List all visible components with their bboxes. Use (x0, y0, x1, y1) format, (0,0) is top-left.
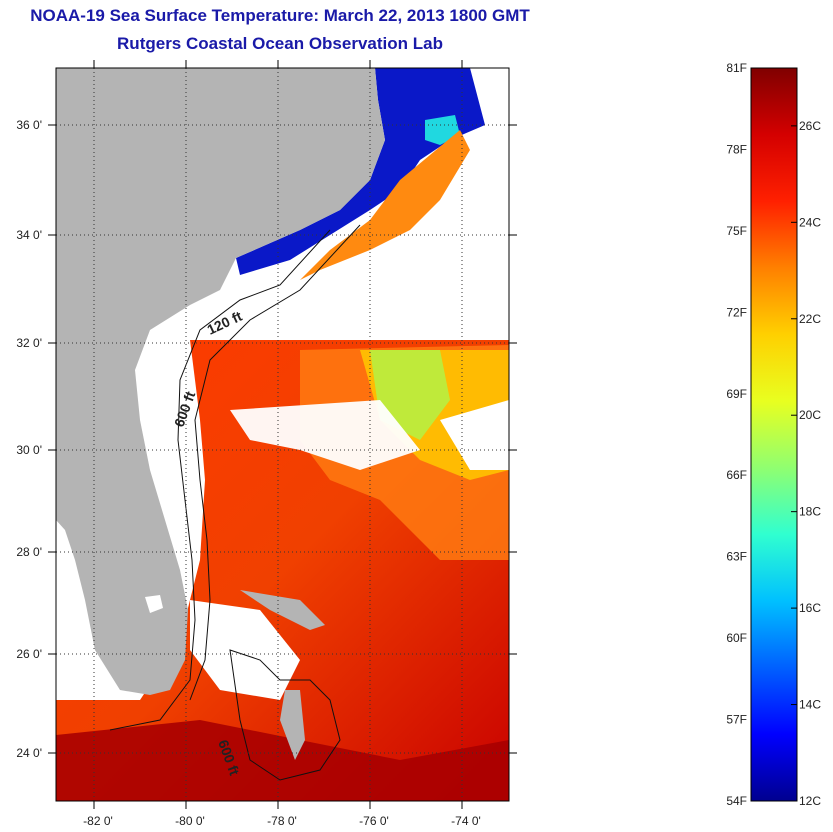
lat-label-26: 26 0' (16, 647, 42, 661)
bahamas-bank-contour (229, 649, 341, 781)
colorbar-f-label: 78F (726, 142, 747, 156)
shelf-warm-band (300, 130, 470, 280)
lon-label-76: -76 0' (359, 814, 389, 828)
colorbar-f-label: 81F (726, 61, 747, 75)
cloud-patch-shelf (230, 400, 420, 470)
depth-contour-120ft (109, 229, 331, 731)
axis-ticks (48, 60, 517, 809)
lon-label-82: -82 0' (83, 814, 113, 828)
colorbar-f-label: 54F (726, 794, 747, 808)
cloud-patch-south (190, 600, 300, 700)
colorbar-c-label: 16C (799, 601, 821, 615)
lat-label-24: 24 0' (16, 746, 42, 760)
lat-label-36: 36 0' (16, 118, 42, 132)
lat-label-34: 34 0' (16, 228, 42, 242)
land-mass (56, 68, 385, 695)
lat-label-32: 32 0' (16, 336, 42, 350)
colorbar-f-label: 69F (726, 387, 747, 401)
map-frame (55, 67, 510, 802)
temperature-colorbar: 81F 78F 75F 72F 69F 66F 63F 60F 57F 54F 26C 24C 22C… (726, 61, 821, 808)
lon-label-74: -74 0' (451, 814, 481, 828)
lon-label-80: -80 0' (175, 814, 205, 828)
deep-red-water (56, 720, 509, 801)
lat-label-30: 30 0' (16, 443, 42, 457)
colorbar-f-label: 72F (726, 305, 747, 319)
depth-contour-600ft (189, 224, 361, 701)
colorbar-c-label: 12C (799, 794, 821, 808)
cloud-patch-east (440, 400, 509, 470)
colorbar-f-label: 57F (726, 713, 747, 727)
colorbar-c-label: 18C (799, 505, 821, 519)
lat-label-28: 28 0' (16, 545, 42, 559)
colorbar-f-label: 66F (726, 468, 747, 482)
cold-coastal-water (236, 68, 485, 275)
lon-label-78: -78 0' (267, 814, 297, 828)
andros-island (280, 690, 305, 760)
colorbar-gradient (750, 67, 798, 802)
colorbar-f-label: 63F (726, 550, 747, 564)
colorbar-f-label: 75F (726, 224, 747, 238)
colorbar-f-label: 60F (726, 631, 747, 645)
map-subtitle: Rutgers Coastal Ocean Observation Lab (117, 34, 443, 53)
grand-bahama (240, 590, 325, 630)
colorbar-c-label: 14C (799, 698, 821, 712)
sst-map: 120 ft 600 ft 600 ft 36 0' 34 0' 32 0' 3… (16, 60, 517, 828)
lake-okeechobee (145, 595, 163, 613)
map-title: NOAA-19 Sea Surface Temperature: March 2… (30, 6, 530, 25)
colorbar-c-label: 24C (799, 215, 821, 229)
colorbar-c-label: 22C (799, 312, 821, 326)
colorbar-c-label: 20C (799, 408, 821, 422)
colorbar-c-label: 26C (799, 119, 821, 133)
